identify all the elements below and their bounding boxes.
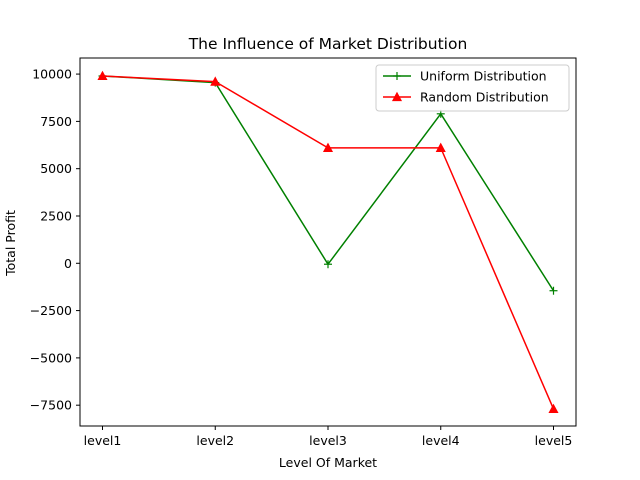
x-tick-label: level1 — [84, 433, 122, 448]
data-point — [549, 286, 558, 295]
legend-box — [375, 64, 570, 112]
data-point — [435, 142, 446, 152]
x-tick-label: level2 — [196, 433, 234, 448]
plot-area: level1 level2 level3 level4 level5 −7500 −5000… — [30, 57, 577, 448]
legend-marker — [393, 72, 401, 80]
y-tick-label: 10000 — [32, 67, 72, 82]
y-tick-label: 2500 — [40, 208, 72, 223]
data-point — [97, 70, 108, 81]
legend-marker — [391, 91, 403, 102]
y-tick-label: 5000 — [40, 161, 72, 176]
x-tick-label: level5 — [535, 433, 573, 448]
legend: Uniform Distribution Random Distribution — [375, 64, 570, 112]
data-point — [324, 260, 332, 269]
y-tick-label: 0 — [64, 256, 72, 271]
y-tick-label: −2500 — [30, 303, 72, 318]
legend-label: Random Distribution — [420, 90, 549, 105]
chart-title: The Influence of Market Distribution — [188, 35, 468, 53]
data-point — [210, 76, 221, 86]
legend-label: Uniform Distribution — [420, 69, 547, 84]
x-tick-label: level4 — [422, 433, 460, 448]
y-tick-label: −7500 — [30, 398, 72, 413]
data-point — [548, 403, 559, 414]
y-axis-label: Total Profit — [3, 210, 18, 277]
y-tick-label: −5000 — [30, 350, 72, 365]
x-axis-label: Level Of Market — [279, 455, 377, 470]
data-point — [322, 142, 334, 152]
y-tick-label: 7500 — [40, 114, 72, 129]
series-2 — [97, 70, 559, 414]
x-tick-label: level3 — [309, 433, 347, 448]
